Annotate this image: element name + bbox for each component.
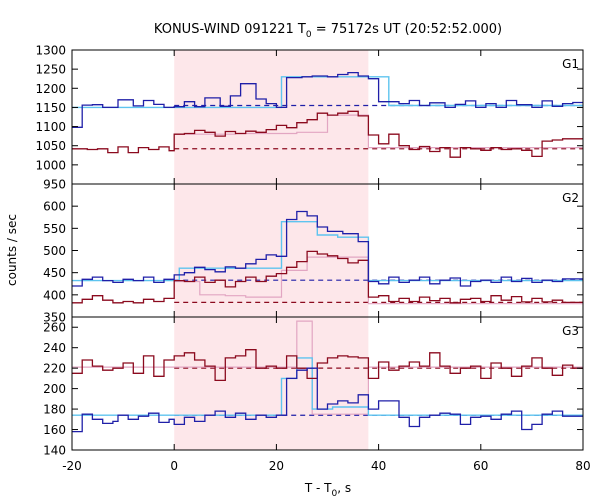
panel-series bbox=[72, 320, 583, 433]
x-tick-label: 40 bbox=[371, 459, 386, 473]
y-tick-label: 160 bbox=[43, 423, 66, 437]
y-tick-label: 1300 bbox=[35, 44, 66, 58]
panel-label: G2 bbox=[562, 191, 579, 205]
y-tick-label: 260 bbox=[43, 321, 66, 335]
chart-title: KONUS-WIND 091221 T0 = 75172s UT (20:52:… bbox=[154, 22, 502, 40]
y-tick-label: 1050 bbox=[35, 139, 66, 153]
y-tick-label: 220 bbox=[43, 362, 66, 376]
x-tick-label: 80 bbox=[575, 459, 590, 473]
y-tick-label: 140 bbox=[43, 444, 66, 458]
x-tick-label: -20 bbox=[62, 459, 82, 473]
y-tick-label: 450 bbox=[43, 266, 66, 280]
panel-label: G1 bbox=[562, 57, 579, 71]
panel-frame bbox=[71, 316, 584, 451]
x-tick-label: 60 bbox=[473, 459, 488, 473]
y-tick-label: 1250 bbox=[35, 63, 66, 77]
y-tick-label: 500 bbox=[43, 244, 66, 258]
highlight-interval bbox=[174, 50, 369, 450]
x-axis-label: T - T0, s bbox=[304, 481, 351, 499]
model-line-pink bbox=[174, 256, 583, 305]
y-axis-label: counts / sec bbox=[5, 214, 19, 286]
x-tick-label: 0 bbox=[170, 459, 178, 473]
histogram-blue bbox=[72, 210, 583, 287]
histogram-blue bbox=[72, 367, 583, 433]
y-tick-label: 600 bbox=[43, 200, 66, 214]
histogram-red bbox=[72, 349, 583, 382]
y-tick-label: 1100 bbox=[35, 120, 66, 134]
y-tick-label: 1000 bbox=[35, 158, 66, 172]
histogram-blue bbox=[72, 71, 583, 128]
y-tick-label: 400 bbox=[43, 288, 66, 302]
plot-area: 9501000105011001150120012501300G13504004… bbox=[35, 44, 590, 474]
panel-series bbox=[72, 71, 583, 158]
y-tick-label: 550 bbox=[43, 222, 66, 236]
y-tick-label: 1150 bbox=[35, 101, 66, 115]
y-tick-label: 180 bbox=[43, 403, 66, 417]
histogram-red bbox=[72, 110, 583, 158]
panel-series bbox=[72, 210, 583, 305]
panel-g3: 140 160 180 200 220 240 260 G3 bbox=[43, 316, 584, 458]
y-tick-label: 350 bbox=[43, 311, 66, 325]
y-tick-label: 200 bbox=[43, 382, 66, 396]
histogram-red bbox=[72, 250, 583, 304]
x-tick-label: 20 bbox=[269, 459, 284, 473]
y-tick-label: 240 bbox=[43, 341, 66, 355]
panel-label: G3 bbox=[562, 324, 579, 338]
y-tick-label: 950 bbox=[43, 178, 66, 192]
y-tick-label: 1200 bbox=[35, 82, 66, 96]
